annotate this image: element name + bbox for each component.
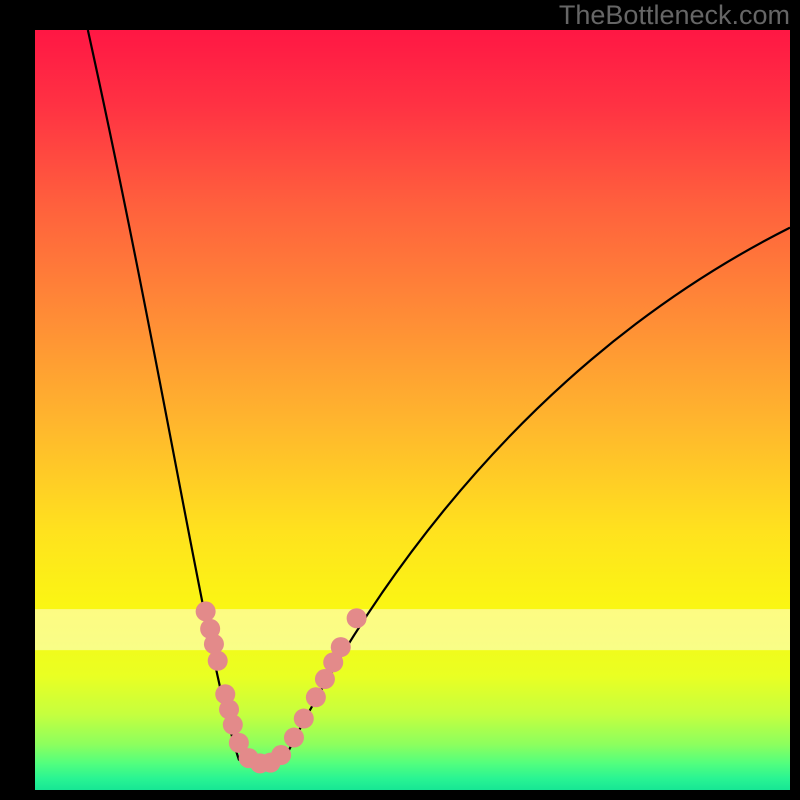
curve-marker (196, 601, 216, 621)
curve-marker (331, 637, 351, 657)
curve-marker (284, 728, 304, 748)
chart-stage: TheBottleneck.com (0, 0, 800, 800)
curve-marker (347, 608, 367, 628)
curve-marker (223, 715, 243, 735)
highlight-band (35, 609, 790, 650)
plot-background (35, 30, 790, 790)
curve-marker (271, 745, 291, 765)
curve-marker (294, 709, 314, 729)
curve-marker (204, 634, 224, 654)
watermark-text: TheBottleneck.com (559, 0, 790, 31)
curve-marker (208, 651, 228, 671)
curve-marker (306, 687, 326, 707)
chart-svg (0, 0, 800, 800)
